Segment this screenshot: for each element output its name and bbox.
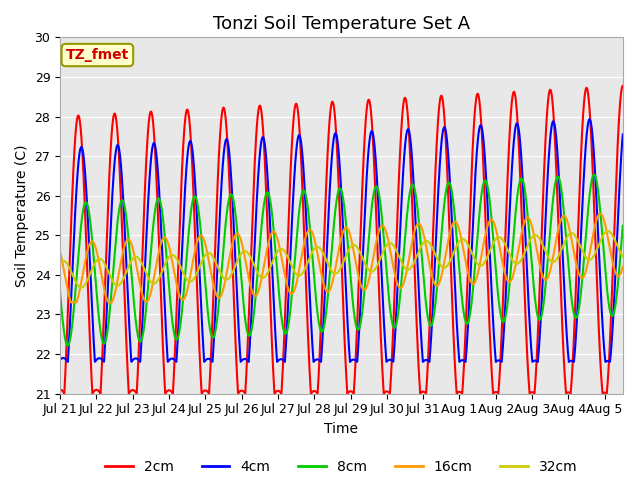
X-axis label: Time: Time: [324, 422, 358, 436]
Title: Tonzi Soil Temperature Set A: Tonzi Soil Temperature Set A: [213, 15, 470, 33]
Line: 32cm: 32cm: [60, 231, 623, 288]
32cm: [177, 264, 185, 270]
Line: 2cm: 2cm: [60, 86, 623, 394]
2cm: [177, 197, 184, 203]
32cm: [214, 264, 221, 269]
16cm: [406, 249, 414, 254]
8cm: [566, 276, 573, 282]
4cm: [619, 133, 627, 139]
8cm: [397, 289, 404, 295]
4cm: [397, 223, 404, 229]
Y-axis label: Soil Temperature (C): Soil Temperature (C): [15, 144, 29, 287]
32cm: [77, 285, 85, 290]
4cm: [213, 267, 221, 273]
2cm: [56, 387, 64, 393]
16cm: [619, 264, 627, 270]
2cm: [406, 154, 414, 160]
2cm: [531, 391, 538, 396]
32cm: [619, 253, 627, 259]
32cm: [566, 231, 573, 237]
8cm: [64, 343, 72, 348]
8cm: [56, 290, 64, 296]
16cm: [67, 300, 75, 305]
8cm: [214, 314, 221, 320]
Line: 4cm: 4cm: [60, 120, 623, 362]
2cm: [566, 390, 573, 396]
32cm: [604, 228, 612, 234]
32cm: [619, 253, 627, 259]
Line: 16cm: 16cm: [60, 214, 623, 302]
32cm: [56, 260, 64, 266]
4cm: [56, 357, 64, 362]
32cm: [397, 257, 404, 263]
8cm: [619, 223, 627, 228]
16cm: [596, 211, 604, 216]
4cm: [492, 359, 500, 365]
8cm: [406, 187, 414, 192]
4cm: [566, 359, 573, 364]
Legend: 2cm, 4cm, 8cm, 16cm, 32cm: 2cm, 4cm, 8cm, 16cm, 32cm: [100, 454, 584, 479]
16cm: [397, 285, 404, 291]
4cm: [177, 276, 184, 281]
16cm: [177, 296, 185, 301]
4cm: [619, 132, 627, 137]
8cm: [619, 225, 627, 230]
8cm: [590, 172, 598, 178]
16cm: [214, 294, 221, 300]
2cm: [619, 83, 627, 89]
8cm: [177, 318, 185, 324]
4cm: [586, 117, 593, 122]
4cm: [406, 135, 414, 141]
2cm: [213, 189, 221, 194]
16cm: [566, 227, 573, 232]
2cm: [397, 144, 404, 150]
Text: TZ_fmet: TZ_fmet: [66, 48, 129, 62]
16cm: [619, 264, 627, 269]
16cm: [56, 250, 64, 255]
32cm: [406, 265, 414, 271]
Line: 8cm: 8cm: [60, 175, 623, 346]
2cm: [619, 83, 627, 89]
